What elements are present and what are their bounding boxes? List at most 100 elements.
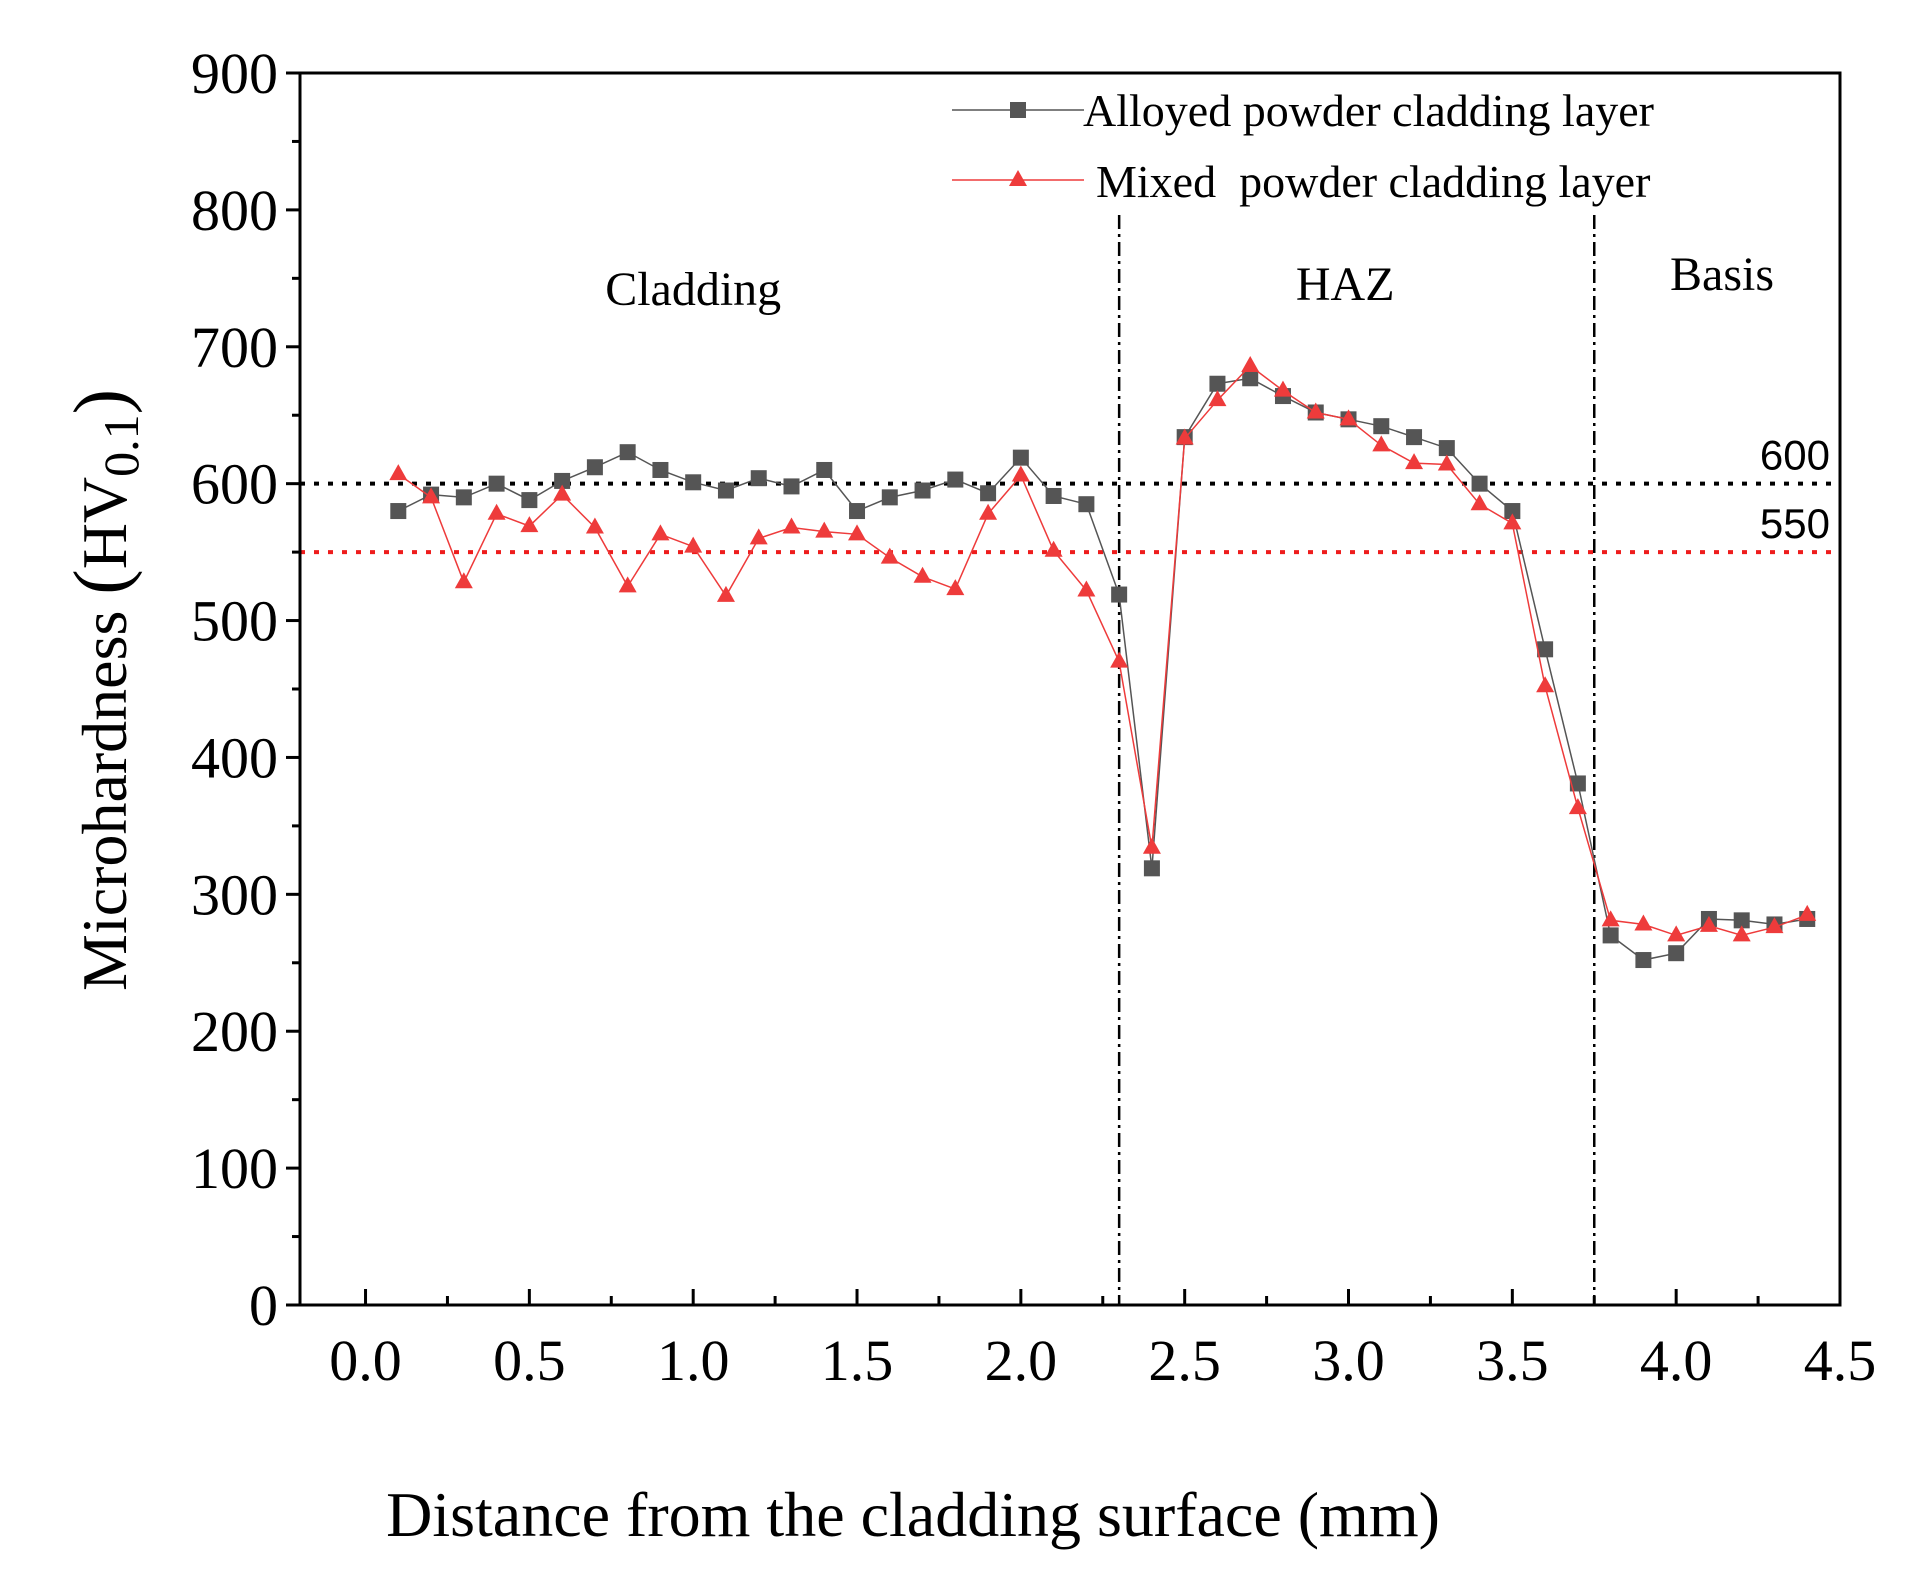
data-point-triangle — [1339, 409, 1358, 426]
data-point-triangle — [684, 536, 703, 553]
region-labels: Cladding HAZ Basis — [605, 248, 1774, 316]
data-point-triangle — [782, 517, 801, 534]
data-point-triangle — [1142, 837, 1161, 854]
data-point-triangle — [716, 585, 735, 602]
data-point-square — [1504, 503, 1521, 520]
series-mixed — [389, 355, 1817, 942]
data-point-triangle — [1568, 798, 1587, 815]
data-point-triangle — [1011, 465, 1030, 482]
data-point-square — [1373, 418, 1390, 435]
data-point-triangle — [1175, 428, 1194, 445]
data-point-square — [1143, 860, 1160, 877]
reference-label-550: 550 — [1760, 500, 1830, 547]
data-point-square — [554, 472, 571, 489]
data-point-triangle — [1798, 904, 1817, 921]
legend-label-alloyed: Alloyed powder cladding layer — [1083, 85, 1654, 136]
data-point-square — [1045, 487, 1062, 504]
legend: Alloyed powder cladding layer Mixed powd… — [952, 85, 1654, 207]
y-tick-label: 100 — [191, 1136, 278, 1201]
data-point-square — [783, 478, 800, 495]
x-axis-title: Distance from the cladding surface (mm) — [386, 1479, 1440, 1550]
data-point-square — [947, 471, 964, 488]
data-point-triangle — [1372, 435, 1391, 452]
x-tick-labels: 0.0 0.5 1.0 1.5 2.0 2.5 3.0 3.5 4.0 4.5 — [329, 1328, 1876, 1393]
region-label-cladding: Cladding — [605, 263, 781, 316]
data-point-triangle — [848, 524, 867, 541]
y-axis-title-paren-open: ( — [59, 569, 143, 594]
data-point-square — [816, 461, 833, 478]
data-point-square — [455, 489, 472, 506]
data-point-square — [1537, 641, 1554, 658]
data-point-triangle — [1503, 513, 1522, 530]
data-point-square — [619, 444, 636, 461]
data-point-triangle — [979, 503, 998, 520]
region-label-haz: HAZ — [1296, 258, 1395, 311]
data-point-triangle — [946, 579, 965, 596]
data-point-triangle — [1732, 925, 1751, 942]
data-point-square — [1406, 429, 1423, 446]
data-point-square — [1078, 496, 1095, 513]
data-point-triangle — [1437, 454, 1456, 471]
data-point-square — [1111, 586, 1128, 603]
data-point-square — [521, 492, 538, 509]
data-point-square — [586, 459, 603, 476]
y-axis-title-hv: HV — [69, 477, 140, 569]
data-point-square — [1438, 440, 1455, 457]
x-tick-label: 0.0 — [329, 1328, 402, 1393]
data-point-triangle — [1536, 676, 1555, 693]
reference-label-600: 600 — [1760, 432, 1830, 479]
data-point-square — [849, 503, 866, 520]
data-point-triangle — [1077, 580, 1096, 597]
series-line — [397, 364, 1808, 937]
data-point-triangle — [1273, 380, 1292, 397]
y-tick-label: 800 — [191, 178, 278, 243]
x-tick-label: 1.0 — [657, 1328, 730, 1393]
y-tick-label: 200 — [191, 999, 278, 1064]
data-point-square — [1569, 775, 1586, 792]
region-boundaries — [1117, 215, 1596, 1305]
data-point-square — [1635, 952, 1652, 969]
data-point-square — [914, 482, 931, 499]
y-tick-label: 700 — [191, 315, 278, 380]
x-tick-label: 2.5 — [1148, 1328, 1221, 1393]
data-point-square — [881, 489, 898, 506]
y-axis-title: Microhardness (HV0.1) — [59, 389, 149, 991]
region-label-basis: Basis — [1670, 248, 1774, 301]
data-point-triangle — [880, 547, 899, 564]
data-point-triangle — [1667, 925, 1686, 942]
y-tick-label: 600 — [191, 452, 278, 517]
plot-frame — [298, 71, 1842, 1307]
x-tick-label: 0.5 — [493, 1328, 566, 1393]
data-point-triangle — [1110, 651, 1129, 668]
data-point-triangle — [618, 576, 637, 593]
data-point-triangle — [1699, 915, 1718, 932]
data-point-triangle — [1241, 355, 1260, 372]
legend-marker-triangle — [1009, 170, 1027, 186]
data-point-square — [488, 475, 505, 492]
data-point-square — [1209, 375, 1226, 392]
data-point-square — [1668, 945, 1685, 962]
data-point-triangle — [1405, 453, 1424, 470]
data-point-triangle — [651, 524, 670, 541]
x-tick-label: 4.5 — [1804, 1328, 1877, 1393]
data-point-square — [1012, 449, 1029, 466]
y-tick-label: 0 — [249, 1273, 278, 1338]
data-point-square — [980, 485, 997, 502]
data-point-triangle — [553, 484, 572, 501]
data-point-triangle — [1306, 402, 1325, 419]
data-point-square — [1733, 912, 1750, 929]
y-tick-label: 500 — [191, 589, 278, 654]
data-point-triangle — [913, 566, 932, 583]
data-point-triangle — [1765, 917, 1784, 934]
y-tick-label: 300 — [191, 862, 278, 927]
y-axis-title-subscript: 0.1 — [93, 414, 149, 477]
legend-label-mixed: Mixed powder cladding layer — [1096, 156, 1650, 207]
y-axis-title-paren-close: ) — [59, 389, 143, 414]
data-point-triangle — [1470, 494, 1489, 511]
data-point-triangle — [389, 464, 408, 481]
series-alloyed — [390, 370, 1816, 969]
legend-marker-square — [1010, 102, 1026, 118]
